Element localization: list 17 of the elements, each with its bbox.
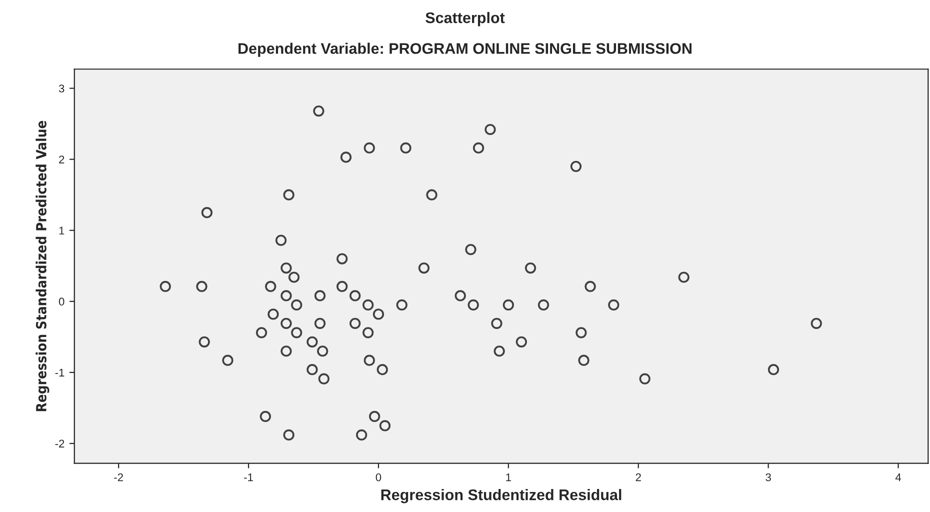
y-tick-label: -2 (55, 440, 64, 448)
chart-subtitle: Dependent Variable: PROGRAM ONLINE SINGLE SUBMISSION (238, 42, 692, 57)
y-axis-title: Regression Standardized Predicted Value (36, 120, 50, 412)
x-tick-label: -2 (114, 473, 123, 482)
x-tick-label: 2 (636, 473, 641, 482)
chart-title: Scatterplot (426, 12, 505, 26)
x-tick-label: -1 (244, 473, 253, 482)
x-tick-label: 4 (895, 473, 902, 482)
y-tick-label: 3 (58, 84, 64, 92)
y-tick-label: 0 (58, 298, 64, 306)
x-tick-label: 0 (376, 473, 382, 482)
y-tick-label: 1 (59, 226, 64, 234)
x-axis-title: Regression Studentized Residual (381, 488, 622, 504)
y-tick-label: -1 (55, 368, 64, 376)
y-tick-label: 2 (59, 156, 64, 164)
x-tick-label: 3 (766, 473, 771, 482)
x-tick-label: 1 (506, 473, 511, 482)
